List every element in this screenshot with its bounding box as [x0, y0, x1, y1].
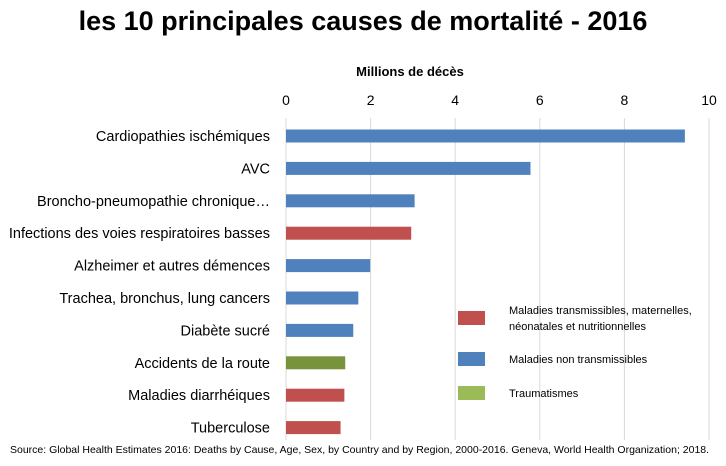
bar	[286, 259, 371, 273]
category-label: Cardiopathies ischémiques	[96, 129, 270, 145]
legend-item: Maladies non transmissibles	[458, 352, 648, 366]
legend-label: Maladies transmissibles, maternelles,	[509, 305, 692, 317]
category-label: Broncho-pneumopathie chronique…	[37, 194, 270, 210]
category-label: Infections des voies respiratoires basse…	[9, 226, 270, 242]
category-label: AVC	[241, 161, 270, 177]
bar	[286, 129, 685, 143]
x-axis-ticks: 0 2 4 6 8 10	[282, 92, 717, 108]
category-label: Tuberculose	[191, 421, 270, 437]
legend-swatch	[458, 386, 485, 400]
category-labels: Cardiopathies ischémiques AVC Broncho-pneu…	[9, 129, 270, 437]
bar	[286, 226, 412, 240]
category-label: Accidents de la route	[135, 356, 270, 372]
tick-label: 0	[282, 92, 290, 108]
bar	[286, 421, 341, 435]
legend-item: Maladies transmissibles, maternelles, néo…	[458, 305, 692, 333]
category-label: Trachea, bronchus, lung cancers	[59, 291, 270, 307]
bar	[286, 323, 354, 337]
category-label: Diabète sucré	[181, 323, 270, 339]
chart-title: les 10 principales causes de mortalité -…	[78, 6, 648, 36]
category-label: Alzheimer et autres démences	[74, 259, 270, 275]
tick-label: 4	[451, 92, 459, 108]
bar	[286, 161, 531, 175]
legend-label: Maladies non transmissibles	[509, 354, 648, 366]
bar	[286, 356, 346, 370]
legend-swatch	[458, 311, 485, 325]
legend: Maladies transmissibles, maternelles, néo…	[458, 305, 692, 400]
bars	[286, 129, 685, 435]
source-note: Source: Global Health Estimates 2016: De…	[10, 444, 710, 456]
legend-swatch	[458, 352, 485, 366]
tick-label: 10	[701, 92, 717, 108]
category-label: Maladies diarrhéiques	[128, 388, 270, 404]
tick-label: 8	[621, 92, 629, 108]
bar	[286, 291, 359, 305]
bar	[286, 388, 345, 402]
tick-label: 6	[536, 92, 544, 108]
bar	[286, 194, 415, 208]
x-axis-title: Millions de décès	[356, 64, 464, 79]
legend-item: Traumatismes	[458, 386, 579, 400]
tick-label: 2	[367, 92, 375, 108]
legend-label: Traumatismes	[509, 388, 579, 400]
legend-label: néonatales et nutritionnelles	[509, 321, 646, 333]
